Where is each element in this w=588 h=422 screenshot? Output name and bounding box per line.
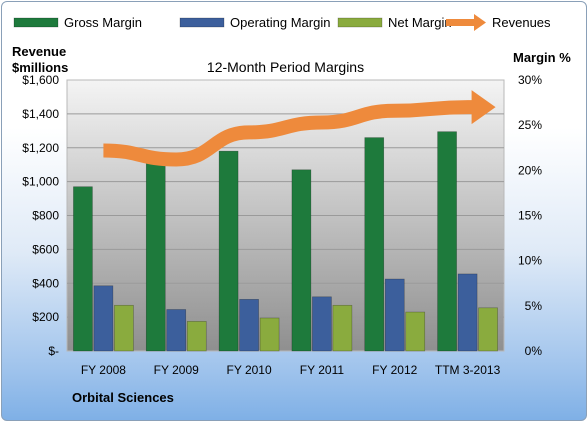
left-tick-label: $1,200 — [22, 141, 59, 155]
left-tick-label: $200 — [32, 310, 59, 324]
bar-net-margin-fy-2008 — [114, 304, 134, 352]
bar-gross-margin-fy-2010 — [218, 150, 239, 352]
left-tick-label: $400 — [32, 276, 59, 290]
right-tick-label: 15% — [518, 209, 542, 223]
legend-item-gross-margin: Gross Margin — [13, 15, 142, 30]
bar-gross-margin-ttm-3-2013 — [437, 131, 457, 352]
legend-label: Gross Margin — [64, 15, 142, 30]
bar-operating-margin-fy-2011 — [312, 296, 332, 352]
legend-swatch — [179, 17, 225, 28]
x-tick-label: FY 2009 — [154, 363, 199, 377]
revenue-arrow-line — [103, 90, 496, 167]
legend-swatch — [337, 17, 383, 28]
bar-net-margin-fy-2009 — [186, 321, 207, 352]
x-axis-labels: FY 2008 FY 2009 FY 2010 FY 2011 FY 2012 TTM 3… — [81, 363, 501, 377]
x-tick-label: FY 2012 — [372, 363, 417, 377]
x-tick-label: FY 2008 — [81, 363, 126, 377]
right-tick-label: 0% — [525, 344, 543, 358]
x-tick-label: TTM 3-2013 — [435, 363, 501, 377]
legend: Gross Margin Operating Margin Net Margin Re… — [13, 14, 551, 31]
legend-swatch-arrowhead — [474, 14, 486, 31]
x-tick-label: FY 2010 — [227, 363, 272, 377]
left-axis-label-line1: Revenue — [12, 44, 66, 59]
legend-swatch — [13, 17, 59, 28]
left-tick-label: $600 — [32, 242, 59, 256]
left-tick-label: $1,600 — [22, 73, 59, 87]
bar-gross-margin-fy-2011 — [291, 169, 312, 352]
right-tick-label: 30% — [518, 73, 542, 87]
left-tick-label: $- — [48, 344, 59, 358]
right-tick-label: 20% — [518, 163, 542, 177]
legend-item-revenues: Revenues — [446, 14, 551, 31]
bar-gross-margin-fy-2008 — [73, 186, 93, 352]
revenues-line — [103, 100, 476, 167]
legend-label: Net Margin — [388, 15, 452, 30]
legend-item-net-margin: Net Margin — [337, 15, 452, 30]
bar-net-margin-ttm-3-2013 — [478, 307, 498, 352]
bar-operating-margin-fy-2008 — [93, 285, 114, 352]
bar-gross-margin-fy-2012 — [364, 137, 385, 352]
right-tick-label: 5% — [525, 299, 543, 313]
legend-item-operating-margin: Operating Margin — [179, 15, 330, 30]
bar-operating-margin-ttm-3-2013 — [457, 273, 478, 352]
left-tick-label: $1,400 — [22, 107, 59, 121]
left-tick-label: $1,000 — [22, 175, 59, 189]
footer-company: Orbital Sciences — [72, 390, 174, 405]
right-axis-ticks: 0% 5% 10% 15% 20% 25% 30% — [518, 73, 542, 358]
revenues-arrowhead — [471, 90, 496, 125]
bar-gross-margin-fy-2009 — [145, 162, 166, 352]
right-tick-label: 25% — [518, 118, 542, 132]
right-axis-label: Margin % — [513, 50, 571, 65]
right-tick-label: 10% — [518, 254, 542, 268]
bar-operating-margin-fy-2010 — [239, 299, 259, 352]
bar-operating-margin-fy-2012 — [384, 278, 405, 352]
chart-title: 12-Month Period Margins — [207, 59, 364, 75]
left-axis-label-line2: $millions — [12, 60, 68, 75]
left-tick-label: $800 — [32, 209, 59, 223]
bars — [73, 131, 498, 352]
bar-net-margin-fy-2012 — [405, 311, 426, 352]
x-tick-label: FY 2011 — [300, 363, 345, 377]
legend-label: Operating Margin — [230, 15, 330, 30]
left-axis-ticks: $- $200 $400 $600 $800 $1,000 $1,200 $1,400 $1,6… — [22, 73, 59, 358]
bar-net-margin-fy-2010 — [259, 317, 280, 352]
bar-net-margin-fy-2011 — [332, 304, 353, 352]
bar-operating-margin-fy-2009 — [166, 309, 187, 352]
legend-label: Revenues — [492, 15, 551, 30]
